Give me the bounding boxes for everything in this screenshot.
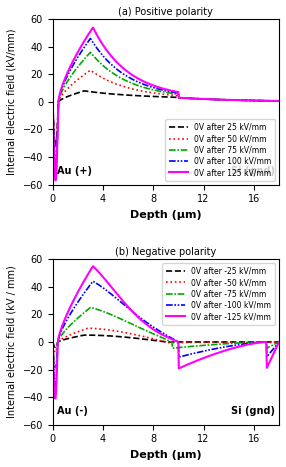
- X-axis label: Depth (μm): Depth (μm): [130, 210, 202, 220]
- Text: Au (-): Au (-): [57, 406, 88, 417]
- Title: (b) Negative polarity: (b) Negative polarity: [115, 247, 217, 257]
- Text: Si (gnd): Si (gnd): [231, 406, 275, 417]
- Legend: 0V after 25 kV/mm, 0V after 50 kV/mm, 0V after 75 kV/mm, 0V after 100 kV/mm, 0V : 0V after 25 kV/mm, 0V after 50 kV/mm, 0V…: [165, 119, 275, 181]
- Legend: 0V after -25 kV/mm, 0V after -50 kV/mm, 0V after -75 kV/mm, 0V after -100 kV/mm,: 0V after -25 kV/mm, 0V after -50 kV/mm, …: [162, 263, 275, 325]
- Text: Si (gnd): Si (gnd): [231, 166, 275, 177]
- Text: Au (+): Au (+): [57, 166, 92, 177]
- Y-axis label: Internal electric field (kV/mm): Internal electric field (kV/mm): [7, 28, 17, 175]
- X-axis label: Depth (μm): Depth (μm): [130, 450, 202, 460]
- Y-axis label: Internal electric field (kV / mm): Internal electric field (kV / mm): [7, 266, 17, 418]
- Title: (a) Positive polarity: (a) Positive polarity: [118, 7, 213, 17]
